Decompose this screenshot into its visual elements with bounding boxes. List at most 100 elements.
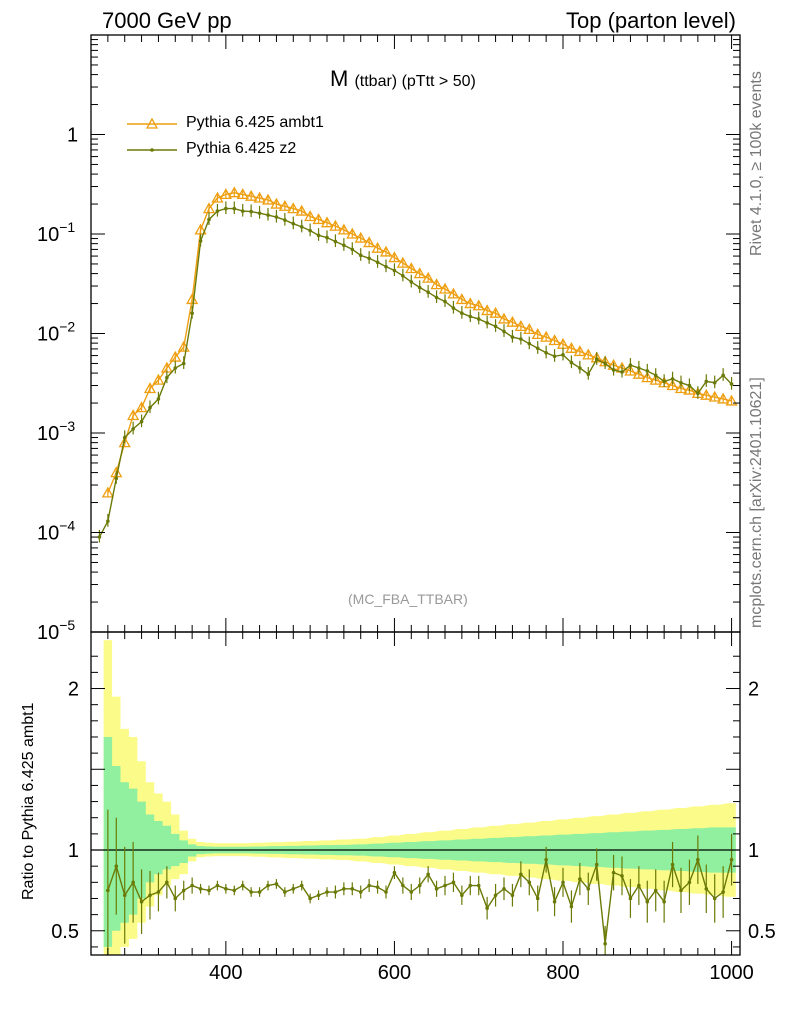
data-point [299,225,304,229]
data-point [173,366,178,370]
y-tick-label: 10−1 [37,219,75,246]
ratio-point [519,872,523,877]
data-point [304,210,317,222]
chart-title: M (ttbar) (pTtt > 50) [330,66,476,92]
ratio-point [333,890,338,894]
data-point [430,278,443,290]
data-point [152,373,165,385]
ratio-point [207,888,211,893]
data-point [611,368,616,372]
data-point [717,392,730,404]
ratio-point [299,883,304,888]
data-point [468,314,473,319]
series-ambt1 [101,186,738,498]
data-point [207,217,211,222]
data-point [232,206,237,211]
ratio-y-tick-label: 2 [68,679,79,701]
data-point [649,373,662,385]
data-point [594,357,599,362]
ratio-point [611,870,616,875]
chart-title-main: M [330,66,349,91]
ratio-point [181,888,186,893]
ratio-point [502,886,506,891]
ratio-point [552,899,557,904]
ratio-point [434,886,439,891]
ratio-point [704,886,709,891]
ratio-point [358,890,363,894]
ratio-point [215,883,220,888]
data-point [451,306,456,310]
ratio-point [342,886,346,891]
ratio-band-inner [103,736,736,947]
y-tick-label: 10−4 [37,518,75,545]
ratio-point [131,880,135,885]
header-left: 7000 GeV pp [102,8,232,33]
ratio-point [578,877,582,881]
ratio-y-tick-label: 0.5 [51,921,79,943]
data-point [434,295,439,300]
ratio-point [645,899,650,904]
data-point [122,435,127,440]
data-point [274,215,279,219]
data-point [472,299,485,311]
ratio-point [257,890,262,894]
data-point [455,293,468,305]
data-point [712,380,717,385]
data-point [358,253,363,258]
ratio-point [401,883,405,888]
ratio-y-tick-label-right: 1 [748,840,759,862]
data-point [645,369,650,373]
data-point [186,293,199,305]
y-tick-label: 1 [67,125,78,147]
x-tick-label: 400 [209,962,242,984]
y-tick-label: 10−5 [37,617,75,644]
data-point [379,245,393,257]
data-point [333,239,338,244]
data-point [409,280,414,284]
data-point [337,223,350,235]
data-point [190,311,194,315]
data-point [514,320,527,331]
ratio-point [485,906,489,910]
data-point [443,299,447,304]
data-point [696,391,700,396]
ratio-point [476,883,481,888]
data-point [540,330,553,342]
data-point [143,382,157,394]
ratio-point [679,888,683,893]
chart-title-sub: (ttbar) (pTtt > 50) [354,73,476,90]
ratio-point [392,870,397,875]
ratio-point [662,899,666,904]
data-point [502,329,506,334]
legend-marker-z2 [150,148,154,152]
ratio-series-z2 [106,809,734,955]
data-point [683,383,696,395]
data-point [261,193,275,205]
data-point [118,436,131,448]
data-point [392,268,397,273]
data-point [363,236,376,248]
ratio-point [350,886,355,891]
ratio-point [417,883,422,888]
data-point [422,271,435,283]
data-point [523,323,536,335]
data-point [401,274,405,278]
ratio-point [510,893,515,898]
ratio-point [232,888,237,893]
data-point [371,241,384,253]
data-point [257,211,262,215]
data-point [628,363,633,368]
data-point [219,188,232,200]
data-point [569,360,574,365]
data-point [464,297,477,309]
data-point [510,335,515,339]
y-tick-label: 10−3 [37,418,75,445]
ratio-point [283,890,287,894]
x-tick-label: 600 [378,962,411,984]
data-point [582,348,595,360]
ratio-band-outer [103,640,736,955]
data-point [367,256,371,261]
data-point [354,231,367,243]
data-point [447,287,460,299]
ratio-point [325,890,329,894]
